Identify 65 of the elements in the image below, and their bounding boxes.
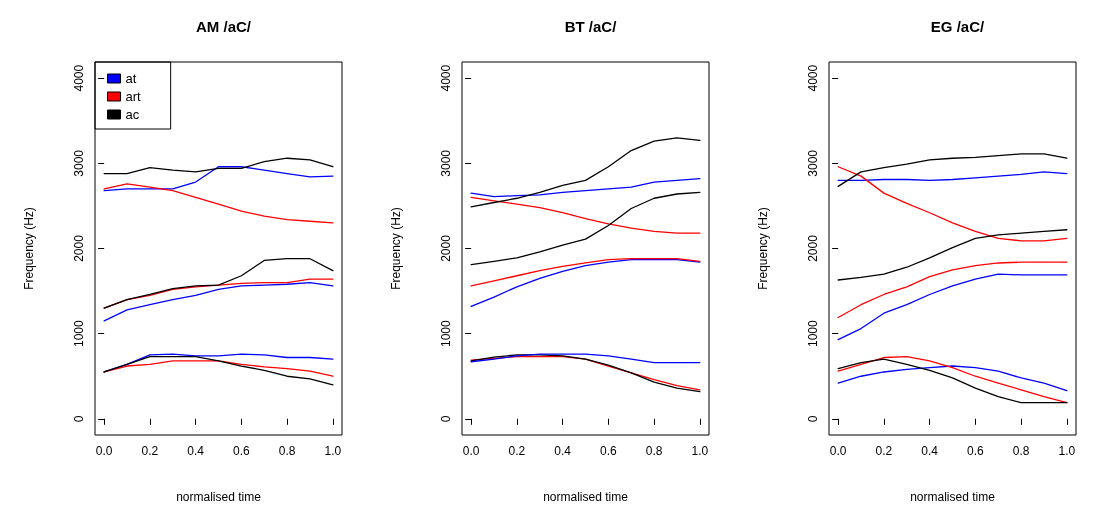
chart-title: AM /aC/ — [195, 18, 252, 35]
line-series — [470, 191, 701, 266]
line-series — [103, 166, 334, 192]
y-axis-title: Frequency (Hz) — [389, 207, 403, 290]
x-tick-label: 0.2 — [141, 444, 159, 458]
chart-title: EG /aC/ — [930, 18, 985, 35]
x-tick-label: 0.8 — [1012, 444, 1030, 458]
legend-label: ac — [125, 107, 140, 122]
line-series — [837, 273, 1068, 341]
y-tick-label: 1000 — [806, 319, 820, 348]
line-series — [470, 258, 701, 308]
x-tick-label: 0.6 — [600, 444, 618, 458]
y-tick-label: 2000 — [72, 234, 86, 262]
x-tick-label: 0.2 — [508, 444, 526, 458]
x-tick-label: 0.0 — [95, 444, 113, 458]
y-tick-label: 2000 — [806, 234, 820, 262]
line-series — [837, 153, 1068, 187]
x-axis-title: normalised time — [910, 490, 996, 504]
line-series — [837, 261, 1068, 319]
line-series — [470, 258, 701, 287]
x-tick-label: 0.4 — [187, 444, 205, 458]
y-tick-label: 3000 — [439, 149, 453, 177]
x-tick-label: 0.6 — [233, 444, 251, 458]
line-series — [837, 365, 1068, 392]
y-axis-title: Frequency (Hz) — [22, 207, 36, 290]
x-tick-label: 0.8 — [645, 444, 663, 458]
line-series — [470, 137, 701, 208]
line-series — [103, 356, 334, 386]
y-tick-label: 3000 — [72, 149, 86, 177]
y-tick-label: 4000 — [806, 64, 820, 92]
x-tick-label: 1.0 — [324, 444, 342, 458]
x-tick-label: 0.4 — [554, 444, 572, 458]
legend-label: at — [125, 71, 137, 86]
y-tick-label: 4000 — [439, 64, 453, 92]
y-tick-label: 0 — [439, 415, 453, 423]
y-tick-label: 0 — [72, 415, 86, 423]
x-tick-label: 1.0 — [1058, 444, 1076, 458]
y-axis-title: Frequency (Hz) — [756, 207, 770, 290]
line-series — [103, 183, 334, 224]
x-tick-label: 0.0 — [462, 444, 480, 458]
line-series — [837, 229, 1068, 281]
x-tick-label: 1.0 — [691, 444, 709, 458]
y-tick-label: 0 — [806, 415, 820, 423]
line-series — [837, 166, 1068, 242]
line-series — [103, 258, 334, 309]
y-tick-label: 3000 — [806, 149, 820, 177]
line-series — [837, 171, 1068, 182]
x-axis-title: normalised time — [176, 490, 262, 504]
chart-title: BT /aC/ — [564, 18, 618, 35]
x-tick-label: 0.8 — [278, 444, 296, 458]
line-series — [103, 157, 334, 175]
x-tick-label: 0.6 — [967, 444, 985, 458]
line-series — [470, 353, 701, 364]
legend-label: art — [125, 89, 142, 104]
y-tick-label: 4000 — [72, 64, 86, 92]
line-series — [470, 178, 701, 198]
x-tick-label: 0.4 — [921, 444, 939, 458]
x-axis-title: normalised time — [543, 490, 629, 504]
x-tick-label: 0.0 — [829, 444, 847, 458]
line-series — [470, 196, 701, 234]
line-series — [103, 281, 334, 322]
y-tick-label: 1000 — [439, 319, 453, 348]
x-tick-label: 0.2 — [875, 444, 893, 458]
y-tick-label: 2000 — [439, 234, 453, 262]
y-tick-label: 1000 — [72, 319, 86, 348]
